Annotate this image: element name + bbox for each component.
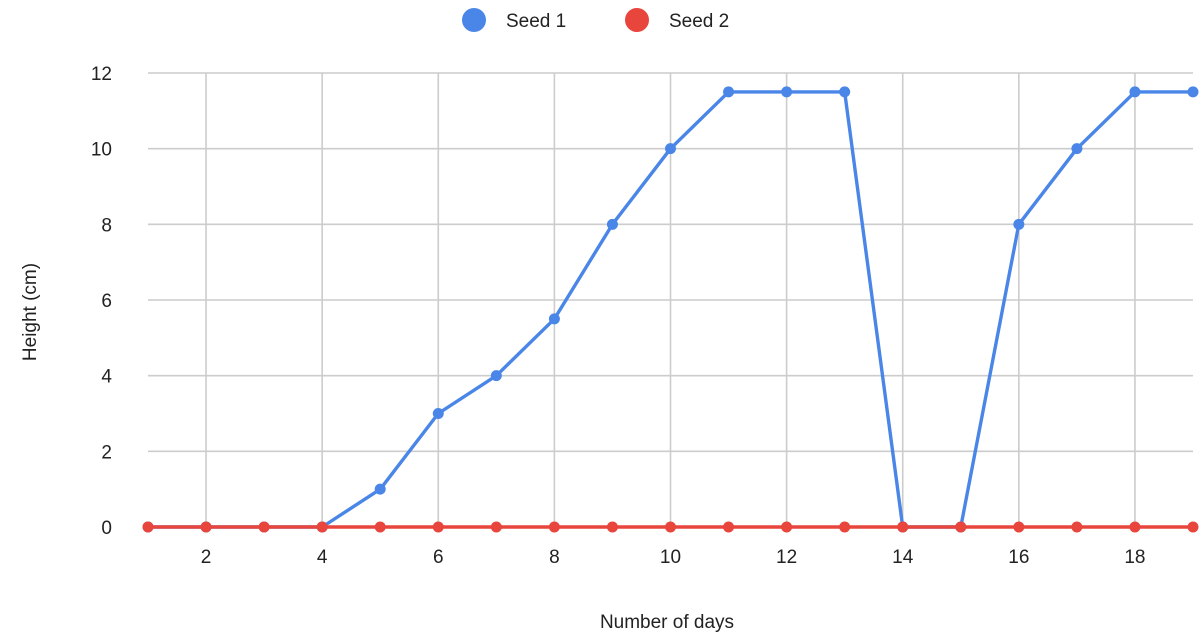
data-point	[374, 483, 386, 495]
data-point	[839, 86, 851, 98]
data-point	[142, 521, 154, 533]
data-point	[723, 86, 735, 98]
data-point	[665, 143, 676, 155]
x-tick-label: 18	[1124, 547, 1145, 568]
legend-label: Seed 1	[506, 11, 566, 32]
x-tick-label: 16	[1008, 547, 1029, 568]
y-tick-label: 0	[101, 518, 112, 539]
data-point	[1071, 143, 1083, 155]
data-point	[258, 521, 270, 533]
y-axis-title: Height (cm)	[20, 263, 41, 361]
data-point	[1013, 521, 1025, 533]
x-tick-label: 2	[201, 547, 212, 568]
y-tick-labels: 0 2 4 6 8 10 12	[91, 64, 113, 539]
data-point	[665, 521, 676, 533]
legend-item: Seed 2	[625, 8, 729, 32]
data-point	[548, 521, 560, 533]
x-tick-label: 14	[892, 547, 914, 568]
data-point	[490, 370, 502, 382]
x-tick-label: 10	[660, 547, 681, 568]
x-tick-label: 8	[549, 547, 560, 568]
data-point	[606, 218, 618, 230]
series-layer	[142, 86, 1199, 533]
y-tick-label: 12	[91, 64, 112, 85]
data-point	[432, 408, 444, 419]
legend-item: Seed 1	[462, 8, 566, 32]
data-point	[781, 86, 793, 98]
data-point	[781, 521, 793, 533]
y-tick-label: 2	[101, 442, 112, 463]
data-point	[1071, 521, 1083, 533]
y-tick-label: 6	[101, 291, 112, 312]
data-point	[1187, 86, 1199, 98]
data-point	[548, 313, 560, 325]
y-tick-label: 8	[101, 215, 112, 236]
x-tick-label: 4	[317, 547, 328, 568]
x-tick-labels: 2 4 6 8 10 12 14 16 18	[201, 547, 1146, 568]
series-2	[142, 521, 1199, 533]
legend-label: Seed 2	[669, 11, 729, 32]
data-point	[200, 521, 212, 533]
data-point	[839, 521, 851, 533]
x-axis-title: Number of days	[600, 612, 734, 633]
data-point	[606, 521, 618, 533]
data-point	[316, 521, 328, 533]
data-point	[1129, 521, 1141, 533]
data-point	[1187, 521, 1199, 533]
data-point	[1129, 86, 1141, 98]
legend: Seed 1 Seed 2	[462, 8, 729, 32]
x-tick-label: 6	[433, 547, 444, 568]
legend-marker	[462, 8, 486, 32]
data-point	[490, 521, 502, 533]
data-point	[955, 521, 967, 533]
data-point	[374, 521, 386, 533]
x-tick-label: 12	[776, 547, 797, 568]
y-tick-label: 10	[91, 140, 112, 161]
y-tick-label: 4	[101, 367, 112, 388]
data-point	[432, 521, 444, 533]
data-point	[1013, 218, 1025, 230]
data-point	[897, 521, 909, 533]
data-point	[723, 521, 735, 533]
legend-marker	[625, 8, 649, 32]
